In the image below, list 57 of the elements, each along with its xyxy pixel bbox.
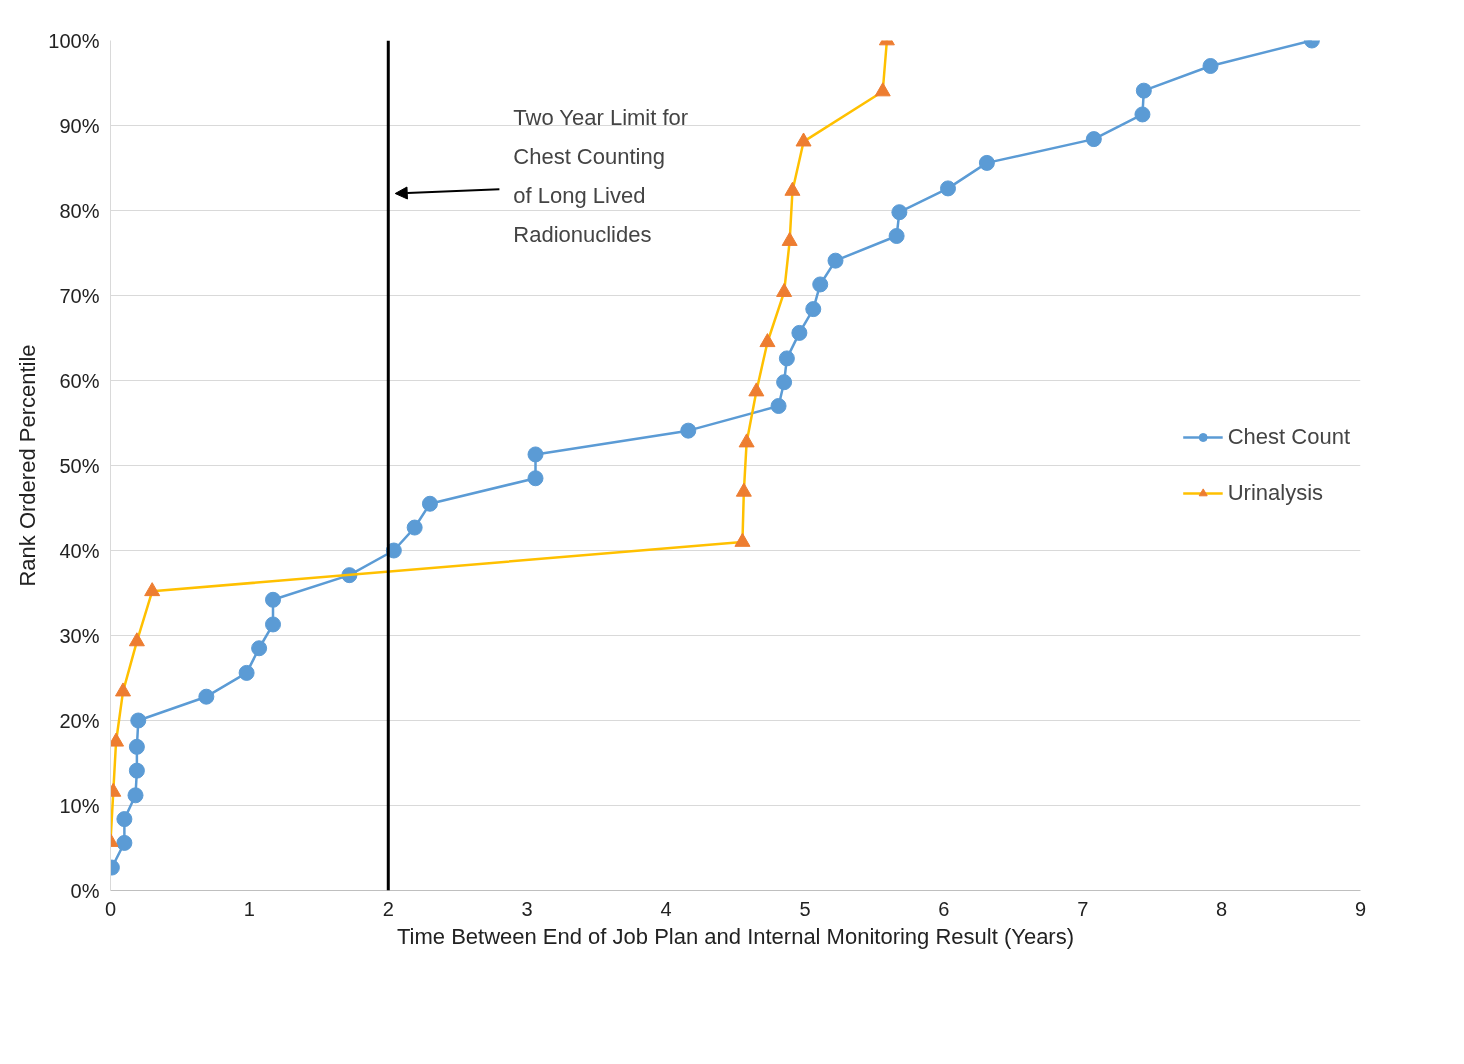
- point: [198, 688, 215, 705]
- y-tick-label: 90%: [59, 114, 100, 137]
- point: [116, 811, 133, 828]
- x-tick-label: 8: [1216, 897, 1228, 920]
- point: [128, 762, 145, 779]
- point: [251, 640, 268, 657]
- point: [891, 204, 908, 221]
- point: [812, 276, 829, 293]
- y-tick-label: 50%: [59, 454, 100, 477]
- annotation: Two Year Limit for Chest Counting of Long Lived Radionuclides: [513, 104, 689, 247]
- point: [940, 180, 956, 197]
- point: [776, 374, 793, 391]
- point: [527, 470, 544, 487]
- y-tick-label: 20%: [59, 709, 100, 732]
- legend-label: Chest Count: [1227, 424, 1350, 450]
- y-tick-label: 30%: [59, 624, 100, 647]
- x-tick-label: 4: [660, 897, 672, 920]
- y-tick-label: 60%: [59, 369, 100, 392]
- point: [680, 422, 697, 439]
- point: [527, 446, 544, 463]
- legend-label: Urinalysis: [1227, 480, 1324, 506]
- point: [791, 324, 808, 341]
- point: [1085, 131, 1102, 148]
- point: [116, 834, 133, 851]
- point: [127, 787, 144, 804]
- x-tick-label: 2: [382, 897, 394, 920]
- point: [238, 664, 255, 681]
- point: [827, 252, 844, 269]
- y-tick-label: 80%: [59, 199, 100, 222]
- point: [978, 154, 995, 171]
- x-tick-label: 6: [938, 897, 950, 920]
- x-axis-title: Time Between End of Job Plan and Internal Monitoring Result (Years): [396, 923, 1075, 949]
- y-axis-title: Rank Ordered Percentile: [15, 344, 41, 587]
- point: [1202, 58, 1219, 74]
- point: [805, 301, 822, 318]
- x-tick-label: 0: [104, 897, 117, 920]
- point: [1134, 106, 1151, 123]
- point: [130, 712, 147, 729]
- point: [770, 398, 787, 414]
- y-tick-label: 0%: [70, 879, 100, 902]
- x-tick-label: 9: [1354, 897, 1367, 920]
- x-tick-label: 3: [521, 897, 533, 920]
- point: [778, 350, 795, 367]
- point: [421, 495, 438, 512]
- point: [1135, 82, 1152, 99]
- point: [406, 519, 423, 536]
- point: [265, 616, 281, 633]
- point: [888, 228, 905, 244]
- y-tick-label: 10%: [59, 794, 100, 817]
- x-tick-label: 7: [1077, 897, 1089, 920]
- point: [128, 738, 145, 755]
- y-tick-label: 70%: [59, 284, 100, 307]
- y-tick-label: 100%: [48, 29, 100, 52]
- x-tick-label: 1: [243, 897, 255, 920]
- y-tick-label: 40%: [59, 539, 100, 562]
- point: [265, 591, 281, 608]
- x-tick-label: 5: [799, 897, 811, 920]
